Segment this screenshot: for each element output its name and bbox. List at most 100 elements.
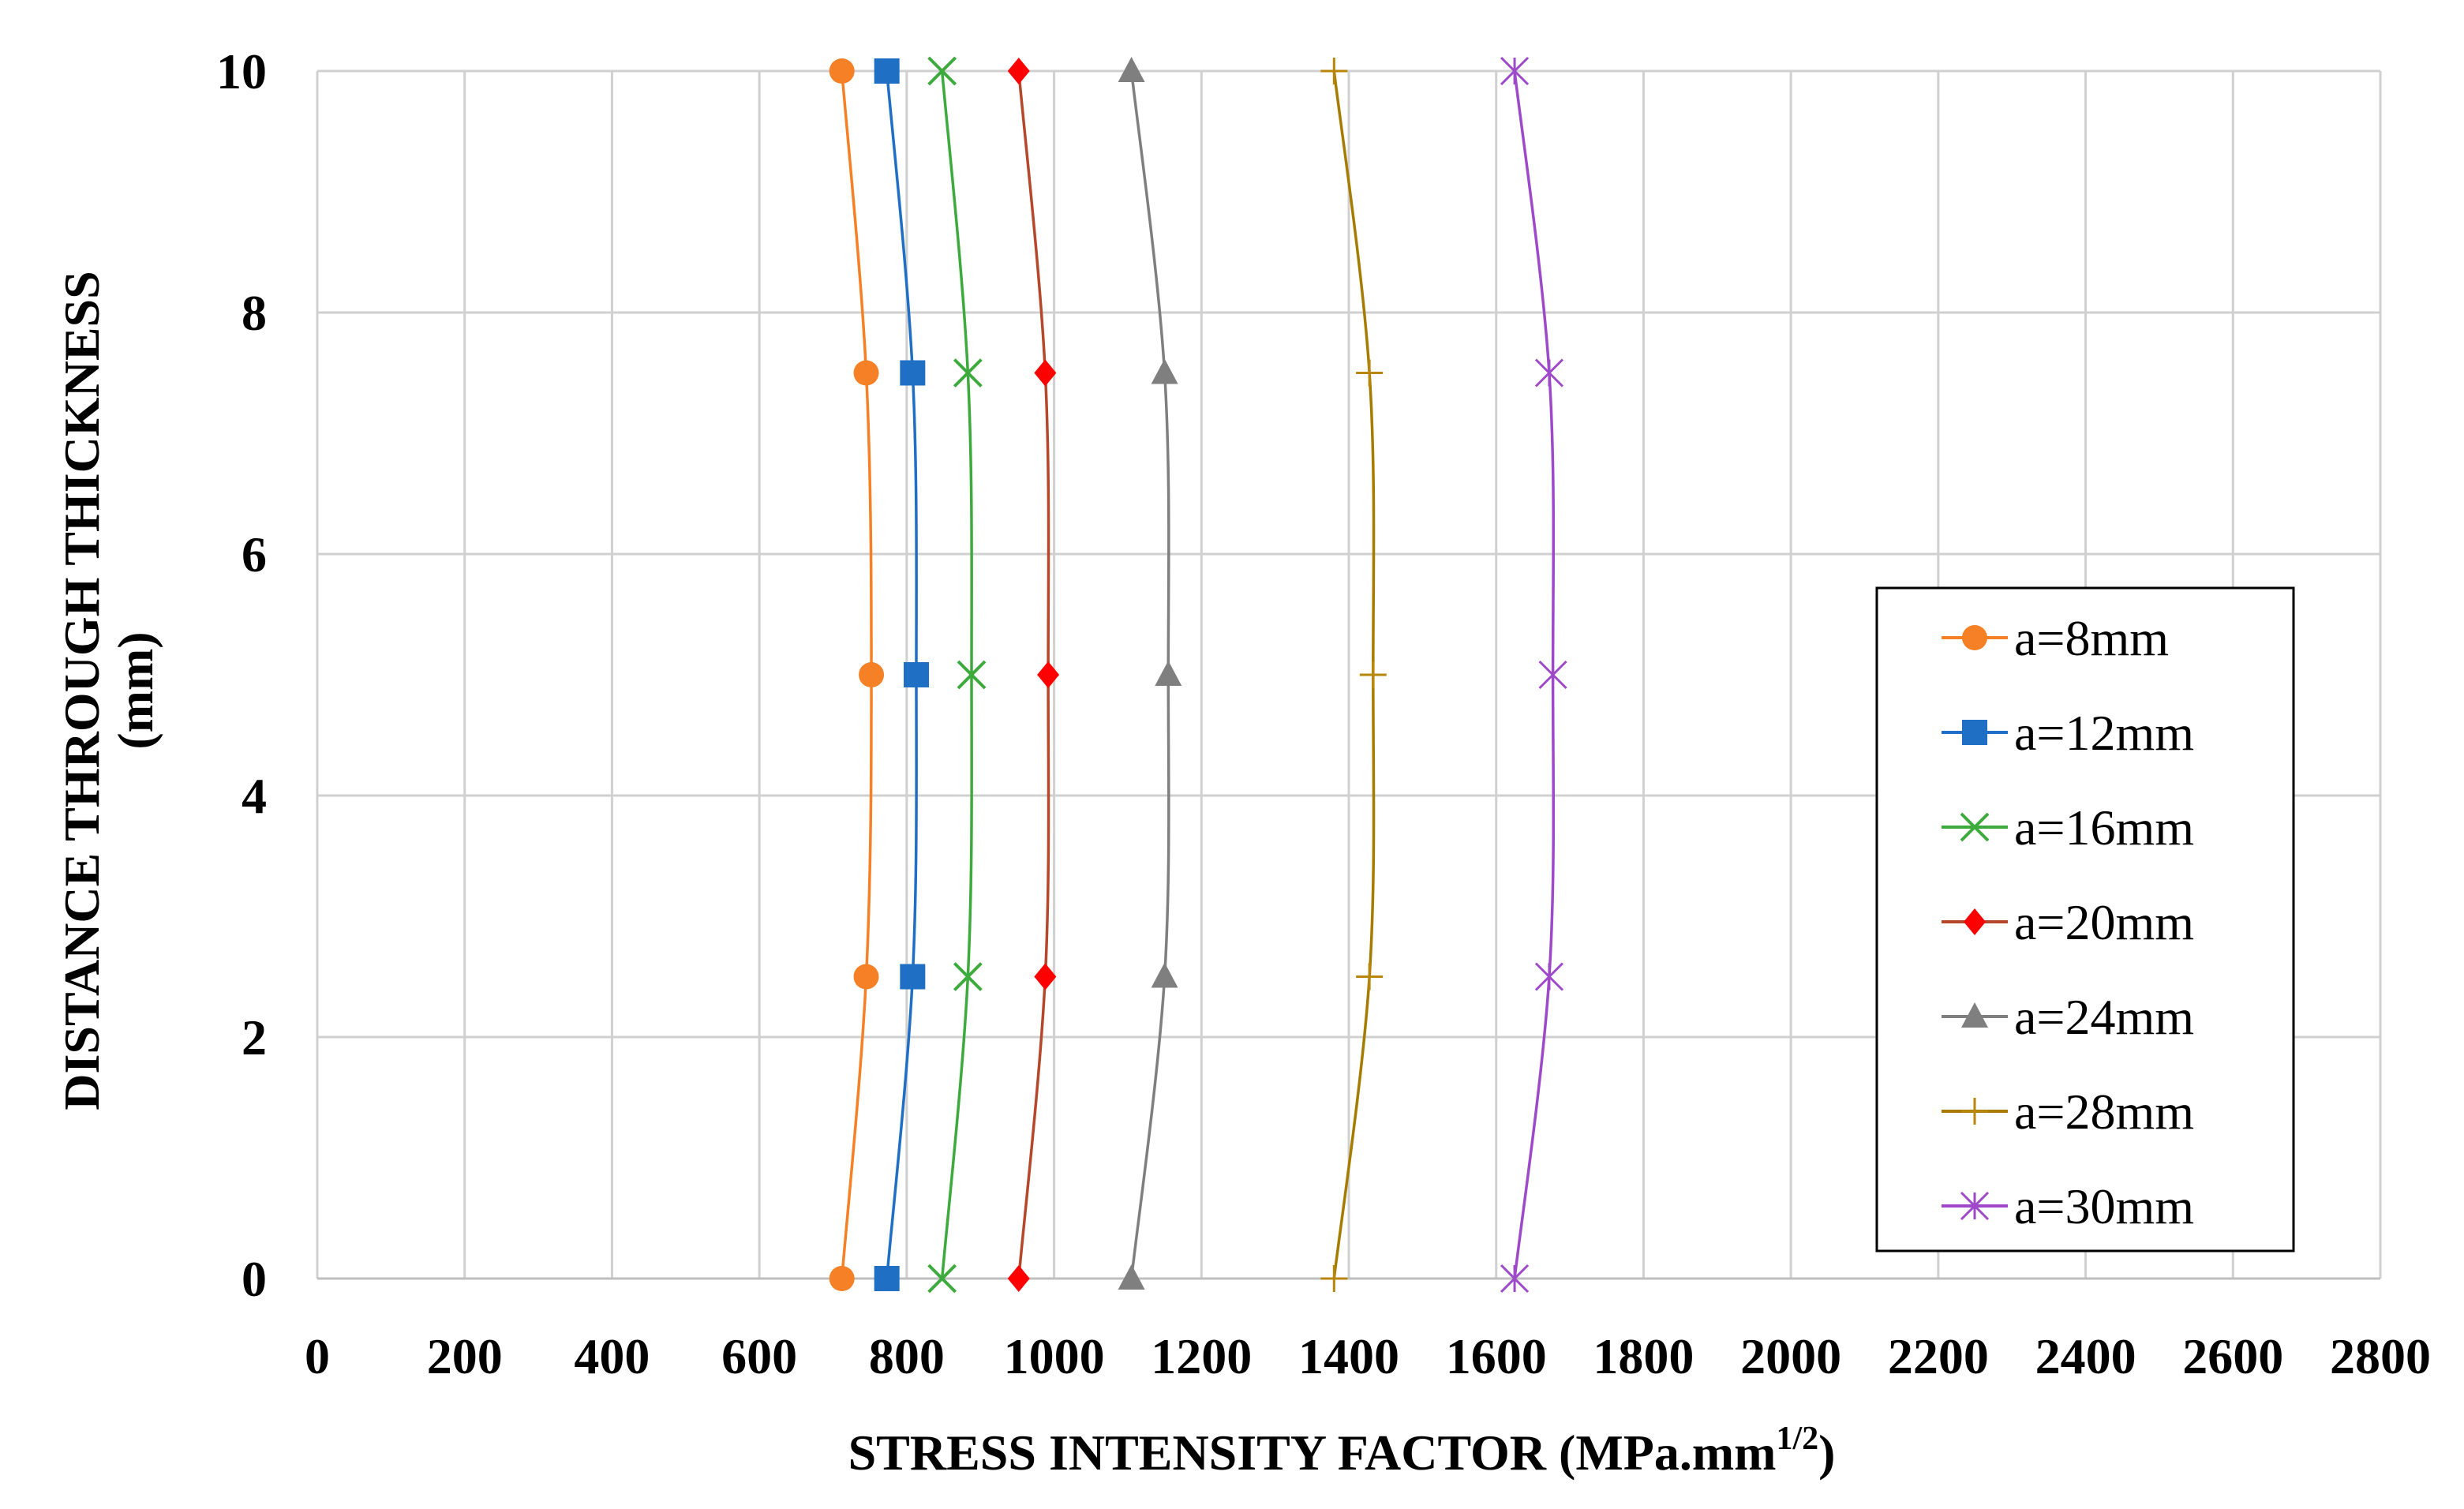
legend-label: a=12mm — [2014, 705, 2194, 761]
data-point — [1155, 661, 1182, 686]
data-point — [829, 58, 855, 84]
y-tick-label: 8 — [242, 285, 267, 341]
x-tick-label: 2800 — [2330, 1328, 2431, 1384]
series-a=8mm — [829, 58, 885, 1291]
legend-marker — [1962, 625, 1987, 650]
legend-items: a=8mm a=12mm a=16mm a=20mm a=24mm a=28mm a=30m… — [1942, 610, 2194, 1234]
legend-label: a=20mm — [2014, 894, 2194, 950]
y-axis-title-line2: (mm) — [107, 631, 163, 749]
data-point — [829, 1266, 855, 1291]
y-tick-label: 0 — [242, 1251, 267, 1307]
x-tick-label: 2600 — [2182, 1328, 2283, 1384]
data-point — [1534, 962, 1563, 991]
x-tick-label: 1000 — [1004, 1328, 1105, 1384]
series-line — [1513, 70, 1556, 1279]
legend-label: a=30mm — [2014, 1178, 2194, 1234]
data-point — [853, 964, 879, 990]
data-point — [1151, 358, 1178, 384]
data-point — [927, 56, 957, 86]
legend-item: a=12mm — [1942, 705, 2194, 761]
x-tick-label: 2200 — [1888, 1328, 1989, 1384]
legend-item: a=24mm — [1942, 989, 2194, 1045]
legend-label: a=24mm — [2014, 989, 2194, 1045]
legend-marker — [1961, 1098, 1988, 1125]
legend-marker — [1964, 908, 1986, 935]
x-axis-title-superscript: 1/2 — [1776, 1421, 1818, 1457]
x-tick-label: 1600 — [1446, 1328, 1547, 1384]
y-tick-label: 6 — [242, 526, 267, 582]
data-point — [900, 360, 926, 386]
x-tick-label: 200 — [427, 1328, 503, 1384]
y-axis-title-line1: DISTANCE THROUGH THICKNESS — [54, 271, 110, 1110]
series-layer — [829, 56, 1567, 1294]
data-point — [1320, 1265, 1348, 1292]
data-point — [953, 358, 983, 388]
x-tick-label: 800 — [869, 1328, 945, 1384]
legend-item: a=20mm — [1942, 894, 2194, 950]
data-point — [853, 360, 879, 386]
x-tick-label: 1200 — [1151, 1328, 1252, 1384]
y-tick-label: 4 — [242, 768, 267, 824]
data-point — [1538, 660, 1567, 690]
x-tick-label: 2400 — [2035, 1328, 2136, 1384]
data-point — [903, 662, 929, 687]
series-a=16mm — [927, 56, 987, 1294]
data-point — [874, 1266, 900, 1291]
data-point — [1118, 57, 1145, 82]
data-point — [1151, 962, 1178, 988]
data-point — [927, 1264, 957, 1294]
data-point — [1356, 963, 1384, 990]
legend-marker — [1960, 1191, 1990, 1221]
series-a=20mm — [1007, 58, 1060, 1292]
data-point — [859, 662, 885, 687]
data-point — [1007, 58, 1030, 84]
x-tick-label: 0 — [305, 1328, 330, 1384]
legend-marker — [1960, 812, 1990, 842]
x-axis-title-main: STRESS INTENSITY FACTOR (MPa.mm — [848, 1425, 1777, 1481]
data-point — [1356, 359, 1384, 387]
legend-item: a=16mm — [1942, 799, 2194, 856]
x-tick-label: 400 — [574, 1328, 650, 1384]
series-a=12mm — [874, 58, 929, 1291]
data-point — [1034, 963, 1057, 990]
legend-marker — [1962, 720, 1987, 745]
data-point — [1034, 359, 1057, 387]
legend-item: a=8mm — [1942, 610, 2169, 666]
legend-label: a=8mm — [2014, 610, 2169, 666]
data-point — [953, 962, 983, 991]
legend: a=8mm a=12mm a=16mm a=20mm a=24mm a=28mm a=30m… — [1875, 586, 2295, 1253]
y-axis-ticks: 0 2 4 6 8 10 — [216, 43, 267, 1307]
data-point — [1359, 661, 1387, 688]
legend-label: a=16mm — [2014, 799, 2194, 856]
series-line — [940, 70, 973, 1279]
x-tick-label: 1800 — [1593, 1328, 1694, 1384]
y-tick-label: 2 — [242, 1009, 267, 1065]
legend-box — [1875, 586, 2295, 1253]
series-a=28mm — [1320, 58, 1387, 1292]
x-tick-label: 1400 — [1298, 1328, 1399, 1384]
legend-item: a=30mm — [1942, 1178, 2194, 1234]
legend-marker — [1961, 1002, 1988, 1028]
series-a=30mm — [1500, 56, 1567, 1294]
data-point — [900, 964, 926, 990]
data-point — [1007, 1265, 1030, 1292]
data-point — [1500, 1264, 1530, 1294]
legend-item: a=28mm — [1942, 1084, 2194, 1140]
data-point — [1320, 58, 1348, 84]
data-point — [957, 660, 987, 690]
x-axis-title: STRESS INTENSITY FACTOR (MPa.mm1/2) — [848, 1421, 1836, 1481]
data-point — [1534, 358, 1563, 388]
y-axis-title: DISTANCE THROUGH THICKNESS (mm) — [54, 271, 163, 1110]
data-point — [874, 58, 900, 84]
data-point — [1037, 661, 1060, 688]
x-tick-label: 600 — [721, 1328, 797, 1384]
legend-label: a=28mm — [2014, 1084, 2194, 1140]
data-point — [1118, 1264, 1145, 1290]
series-a=24mm — [1118, 57, 1182, 1290]
x-tick-label: 2000 — [1740, 1328, 1841, 1384]
x-axis-title-suffix: ) — [1818, 1425, 1835, 1481]
data-point — [1500, 56, 1530, 86]
x-axis-ticks: 0 200 400 600 800 1000 1200 1400 1600 1800 2000 220… — [305, 1328, 2431, 1384]
